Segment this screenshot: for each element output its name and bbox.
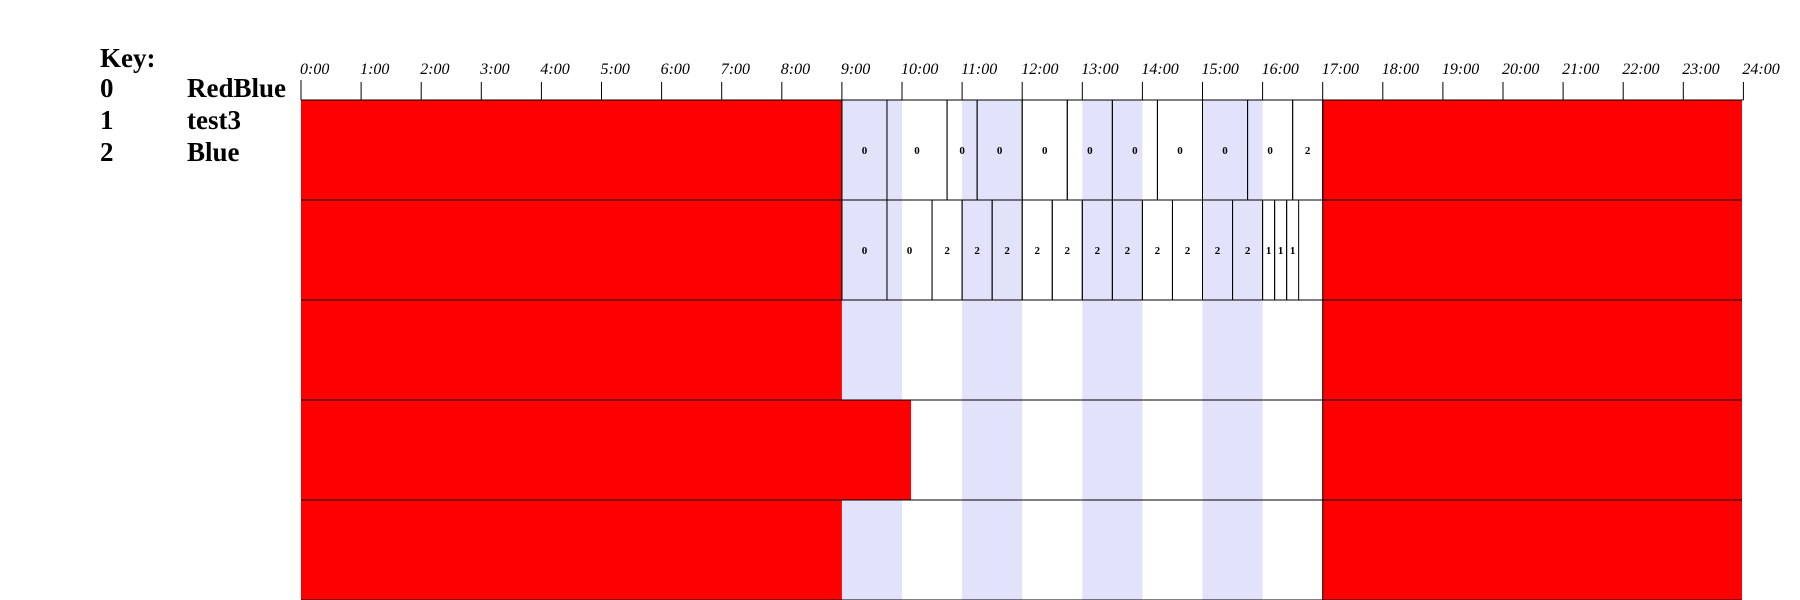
hour-tick-label: 16:00 xyxy=(1262,61,1299,78)
schedule-cell-label: 1 xyxy=(1290,245,1296,257)
key-entry-index: 2 xyxy=(100,137,114,167)
hour-tick-label: 1:00 xyxy=(360,61,389,78)
hour-tick-label: 21:00 xyxy=(1562,61,1599,78)
key-title: Key: xyxy=(100,43,156,73)
schedule-cell-label: 2 xyxy=(1215,245,1221,257)
unavailable-block xyxy=(1322,200,1742,300)
hour-tick-label: 7:00 xyxy=(721,61,750,78)
schedule-cell-label: 0 xyxy=(862,245,868,257)
schedule-cell-label: 1 xyxy=(1266,245,1272,257)
shaded-hour-column xyxy=(1202,100,1263,600)
schedule-cell-label: 2 xyxy=(1245,245,1251,257)
schedule-cell-label: 0 xyxy=(1267,145,1273,157)
unavailable-block xyxy=(301,300,842,400)
schedule-cell-label: 2 xyxy=(1155,245,1161,257)
hour-tick-label: 23:00 xyxy=(1682,61,1719,78)
hour-tick-label: 2:00 xyxy=(420,61,449,78)
schedule-cell-label: 0 xyxy=(907,245,913,257)
hour-tick-label: 14:00 xyxy=(1141,61,1178,78)
hour-tick-label: 13:00 xyxy=(1081,61,1118,78)
hour-tick-label: 11:00 xyxy=(961,61,997,78)
schedule-cell-label: 2 xyxy=(1305,145,1311,157)
schedule-cell-label: 2 xyxy=(944,245,950,257)
unavailable-block xyxy=(301,500,842,600)
key-entry: 0 RedBlue xyxy=(100,72,286,104)
unavailable-block xyxy=(301,100,842,200)
schedule-cell-label: 0 xyxy=(862,145,868,157)
schedule-cell-label: 0 xyxy=(1087,145,1093,157)
hour-tick-label: 6:00 xyxy=(661,61,690,78)
schedule-cell-label: 0 xyxy=(959,145,965,157)
hour-tick-label: 24:00 xyxy=(1742,61,1779,78)
key-legend: Key: 0 RedBlue 1 test3 2 Blue xyxy=(100,43,286,168)
hour-tick-label: 3:00 xyxy=(479,61,509,78)
hour-tick-label: 10:00 xyxy=(901,61,938,78)
schedule-cell-label: 2 xyxy=(1125,245,1131,257)
key-entry-label: test3 xyxy=(187,105,241,135)
key-entry-label: RedBlue xyxy=(187,73,287,103)
key-entry: 2 Blue xyxy=(100,136,240,168)
shaded-hour-column xyxy=(962,100,1023,600)
schedule-cell-label: 0 xyxy=(997,145,1003,157)
unavailable-block xyxy=(301,200,842,300)
hour-tick-label: 12:00 xyxy=(1021,61,1058,78)
unavailable-block xyxy=(1322,500,1742,600)
hour-tick-label: 5:00 xyxy=(601,61,630,78)
schedule-cell-label: 2 xyxy=(1034,245,1040,257)
key-entry-label: Blue xyxy=(187,137,240,167)
shaded-hour-column xyxy=(841,100,902,600)
schedule-cell-label: 2 xyxy=(974,245,980,257)
unavailable-block xyxy=(1322,100,1742,200)
schedule-cell-label: 0 xyxy=(1177,145,1183,157)
hour-tick-label: 8:00 xyxy=(781,61,810,78)
hour-tick-label: 20:00 xyxy=(1502,61,1539,78)
hour-tick-label: 15:00 xyxy=(1202,61,1239,78)
schedule-cell-label: 2 xyxy=(1004,245,1010,257)
schedule-cell-label: 0 xyxy=(1222,145,1228,157)
hour-tick-label: 0:00 xyxy=(300,61,329,78)
schedule-cell-label: 2 xyxy=(1185,245,1191,257)
schedule-cell-label: 0 xyxy=(1132,145,1138,157)
hour-tick-label: 4:00 xyxy=(540,61,569,78)
schedule-cell-label: 2 xyxy=(1095,245,1101,257)
schedule-cell-label: 0 xyxy=(1042,145,1048,157)
schedule-cell-label: 1 xyxy=(1278,245,1284,257)
hour-tick-label: 17:00 xyxy=(1322,61,1359,78)
unavailable-block xyxy=(301,400,912,500)
hour-tick-label: 9:00 xyxy=(841,61,870,78)
hour-tick-label: 18:00 xyxy=(1382,61,1419,78)
unavailable-block xyxy=(1322,300,1742,400)
hour-tick-label: 22:00 xyxy=(1622,61,1659,78)
hour-tick-label: 19:00 xyxy=(1442,61,1479,78)
key-entry-index: 1 xyxy=(100,105,114,135)
key-entry-index: 0 xyxy=(100,73,114,103)
unavailable-block xyxy=(1322,400,1742,500)
key-entry: 1 test3 xyxy=(100,104,241,136)
schedule-cell-label: 2 xyxy=(1065,245,1071,257)
schedule-cell-label: 0 xyxy=(914,145,920,157)
